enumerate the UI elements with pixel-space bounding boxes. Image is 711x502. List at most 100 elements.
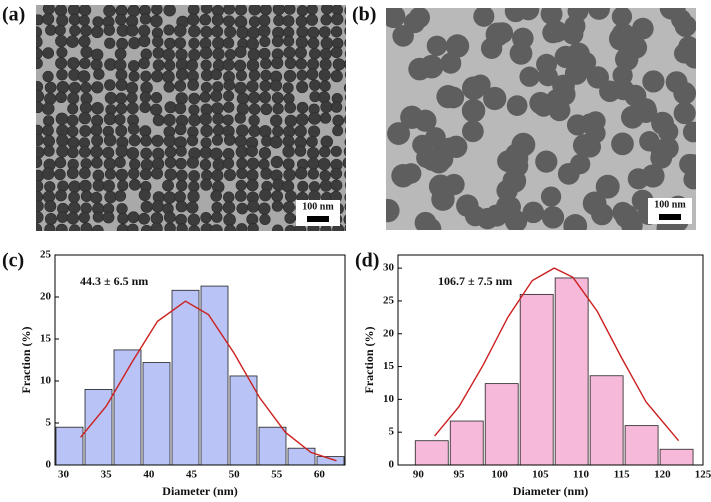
particle — [236, 223, 248, 231]
particle — [222, 236, 234, 248]
particle — [90, 58, 103, 71]
bar — [554, 277, 589, 466]
particle — [54, 168, 66, 181]
particle — [128, 37, 141, 50]
particle — [66, 125, 79, 138]
particle — [506, 95, 528, 116]
particle — [115, 79, 128, 92]
particle — [387, 122, 411, 146]
particle — [260, 57, 272, 70]
particle — [164, 37, 176, 50]
particle — [200, 26, 213, 38]
panel-label: (c) — [2, 250, 24, 272]
particle — [175, 200, 188, 213]
particle — [461, 98, 486, 123]
particle — [138, 24, 151, 37]
x-tick-label: 105 — [532, 469, 549, 481]
particle — [115, 168, 129, 182]
particle — [284, 212, 296, 224]
x-tick-label: 60 — [314, 469, 326, 481]
particle — [79, 5, 92, 17]
bar — [659, 448, 694, 466]
particle — [80, 24, 92, 37]
particle — [42, 5, 55, 15]
particle — [187, 79, 199, 91]
particle — [247, 235, 258, 246]
particle — [671, 9, 692, 30]
particle — [163, 134, 177, 148]
x-tick-label: 115 — [614, 469, 630, 481]
particle — [45, 24, 57, 36]
particle — [222, 201, 236, 214]
particle — [115, 14, 127, 26]
particle — [201, 235, 212, 246]
particle — [612, 65, 633, 86]
particle — [540, 8, 563, 25]
particle — [176, 179, 188, 192]
particle — [186, 135, 199, 147]
particle — [258, 24, 271, 38]
particle — [91, 134, 104, 147]
particle — [138, 35, 151, 48]
particle — [129, 178, 141, 191]
particle — [79, 125, 92, 137]
particle — [260, 5, 272, 16]
particle — [69, 24, 81, 37]
particle — [126, 147, 140, 160]
particle — [491, 22, 514, 44]
particle — [247, 26, 260, 40]
particle — [260, 103, 273, 116]
particle — [579, 135, 602, 158]
particle — [259, 80, 272, 92]
y-tick-label: 5 — [46, 417, 52, 429]
particle — [211, 211, 223, 223]
particle — [128, 70, 140, 82]
particle — [199, 91, 211, 103]
particle — [386, 198, 400, 223]
particle — [222, 114, 234, 126]
particle — [234, 81, 247, 95]
particle — [272, 5, 285, 16]
particle — [282, 135, 295, 148]
particle — [408, 57, 431, 81]
particle — [234, 59, 247, 72]
particle — [611, 132, 634, 156]
particle — [79, 101, 92, 114]
particle — [200, 5, 213, 14]
particle — [272, 125, 284, 138]
particle — [151, 134, 164, 147]
particle — [188, 180, 200, 193]
particle — [150, 103, 163, 116]
particle — [259, 91, 271, 104]
particle — [223, 168, 236, 181]
particle — [56, 14, 69, 27]
particle — [151, 167, 163, 180]
particle — [175, 92, 188, 105]
particle — [114, 190, 127, 202]
particle — [115, 68, 128, 81]
particle — [36, 57, 43, 69]
particle — [188, 225, 201, 231]
bar — [142, 362, 171, 466]
particle — [247, 48, 261, 61]
particle — [187, 190, 200, 203]
x-tick-label: 45 — [186, 469, 198, 481]
particle — [188, 104, 200, 116]
particle — [140, 70, 152, 82]
particle — [55, 91, 67, 104]
particle — [210, 90, 223, 103]
particle — [164, 146, 177, 158]
particle — [270, 155, 283, 169]
particle — [211, 169, 224, 182]
particle — [44, 81, 57, 94]
particle — [114, 156, 126, 168]
y-tick-label: 10 — [40, 375, 52, 387]
particle — [117, 179, 129, 192]
particle — [151, 200, 165, 213]
particle — [285, 235, 295, 245]
fit-curve — [434, 267, 680, 442]
particle — [319, 58, 332, 71]
particle — [103, 134, 117, 147]
particle — [66, 212, 80, 225]
